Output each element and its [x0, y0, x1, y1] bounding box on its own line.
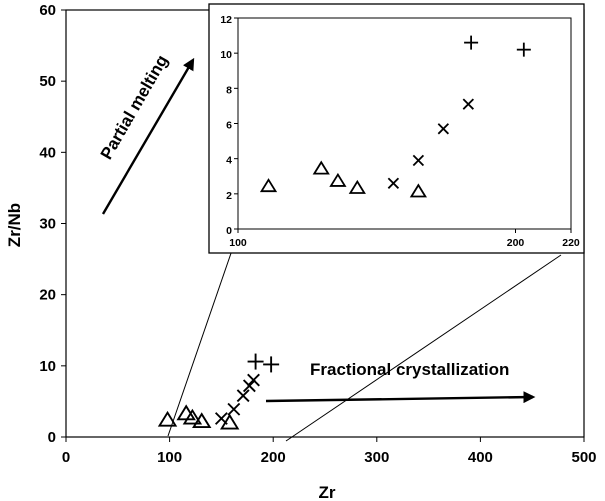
inset-x-point	[462, 98, 475, 110]
main-x-point	[242, 379, 256, 393]
main-x-tick-label: 100	[157, 449, 182, 466]
main-x-tick-label: 400	[468, 449, 493, 466]
main-y-tick-label: 50	[39, 73, 56, 90]
inset-triangle-point	[259, 178, 278, 193]
main-y-tick-label: 60	[39, 2, 56, 19]
main-y-tick-label: 10	[39, 358, 56, 375]
main-x-point	[214, 412, 228, 425]
main-plus-point	[263, 356, 280, 373]
zoom-line-left	[167, 229, 240, 437]
inset-y-tick-label: 10	[220, 49, 232, 61]
inset-y-ticks	[234, 17, 238, 230]
inset-y-tick-label: 2	[226, 190, 232, 202]
partial-melting-label: Partial melting	[97, 52, 172, 163]
main-x-tick-label: 300	[364, 449, 389, 466]
main-x-ticks	[65, 437, 585, 442]
inset-plot: 100 200 220 0 2 4 6 8 10 12	[208, 3, 585, 254]
inset-y-tick-label: 8	[226, 84, 232, 96]
inset-panel	[208, 3, 585, 254]
inset-x-tick-label: 220	[562, 237, 580, 249]
main-x-tick-label: 0	[62, 449, 70, 466]
fractional-crystallization-arrow	[265, 391, 536, 404]
x-axis-title: Zr	[319, 483, 336, 501]
inset-plus-point	[516, 42, 531, 57]
inset-x-tick-labels: 100 200 220	[229, 237, 580, 249]
zoom-line-right	[285, 254, 562, 442]
partial-melting-arrow	[101, 57, 195, 215]
y-axis-title: Zr/Nb	[5, 203, 24, 247]
inset-plus-point	[464, 35, 479, 50]
main-y-tick-label: 30	[39, 216, 56, 233]
main-y-ticks	[61, 9, 66, 438]
main-x-point	[247, 373, 260, 387]
inset-x-point	[387, 177, 400, 189]
main-points	[157, 353, 280, 430]
inset-x-point	[437, 123, 450, 135]
zoom-connector-lines	[167, 229, 562, 442]
main-x-tick-labels: 0 100 200 300 400 500	[62, 449, 597, 466]
inset-x-tick-label: 200	[507, 237, 525, 249]
inset-triangle-point	[348, 179, 366, 194]
main-x-tick-label: 200	[261, 449, 286, 466]
fractional-crystallization-label: Fractional crystallization	[310, 360, 509, 379]
main-y-tick-labels: 0 10 20 30 40 50 60	[39, 2, 56, 446]
main-triangle-point	[157, 410, 178, 427]
main-y-tick-label: 0	[48, 429, 56, 446]
main-x-tick-label: 500	[571, 449, 596, 466]
inset-triangle-point	[312, 160, 330, 175]
inset-x-tick-label: 100	[229, 237, 247, 249]
main-x-point	[227, 402, 241, 416]
inset-y-tick-label: 0	[226, 225, 232, 237]
inset-triangle-point	[409, 183, 427, 198]
inset-triangle-point	[329, 172, 347, 187]
main-x-point	[236, 389, 250, 403]
inset-y-tick-label: 4	[226, 155, 232, 167]
main-plus-point	[247, 353, 264, 370]
inset-y-tick-label: 12	[220, 14, 232, 26]
inset-y-tick-label: 6	[226, 120, 232, 132]
main-y-tick-label: 20	[39, 287, 56, 304]
main-triangle-point	[192, 412, 212, 429]
main-y-tick-label: 40	[39, 144, 56, 161]
inset-points	[259, 35, 531, 198]
inset-x-point	[412, 154, 425, 167]
main-triangle-point	[182, 408, 203, 425]
inset-y-tick-labels: 0 2 4 6 8 10 12	[220, 14, 232, 237]
inset-x-ticks	[237, 229, 572, 233]
